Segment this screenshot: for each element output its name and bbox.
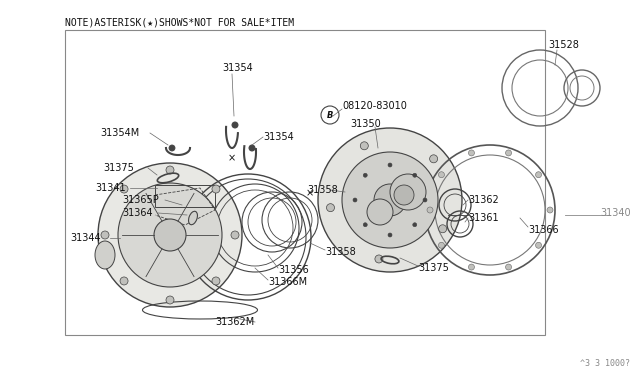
Circle shape: [166, 296, 174, 304]
Text: 31375: 31375: [103, 163, 134, 173]
Text: NOTE)ASTERISK(★)SHOWS*NOT FOR SALE*ITEM: NOTE)ASTERISK(★)SHOWS*NOT FOR SALE*ITEM: [65, 17, 294, 27]
Circle shape: [394, 185, 414, 205]
Bar: [65, 30, 545, 335]
Circle shape: [536, 242, 541, 248]
Circle shape: [321, 106, 339, 124]
Circle shape: [231, 231, 239, 239]
Text: 31344: 31344: [70, 233, 100, 243]
Text: 31364: 31364: [122, 208, 152, 218]
Circle shape: [353, 198, 357, 202]
Text: 31362: 31362: [468, 195, 499, 205]
Circle shape: [413, 173, 417, 177]
Circle shape: [468, 150, 474, 156]
Text: 31356: 31356: [278, 265, 308, 275]
Text: ×: ×: [228, 153, 236, 163]
Text: 31375: 31375: [418, 263, 449, 273]
Circle shape: [101, 231, 109, 239]
Circle shape: [388, 233, 392, 237]
Circle shape: [364, 223, 367, 227]
Text: 31365P: 31365P: [122, 195, 159, 205]
Text: ×: ×: [306, 188, 314, 198]
Circle shape: [166, 166, 174, 174]
Text: 31358: 31358: [325, 247, 356, 257]
Ellipse shape: [189, 211, 198, 225]
Circle shape: [438, 225, 447, 233]
Text: B: B: [327, 110, 333, 119]
Circle shape: [98, 163, 242, 307]
Text: 31354: 31354: [222, 63, 253, 73]
Circle shape: [326, 204, 335, 212]
Circle shape: [212, 185, 220, 193]
Circle shape: [375, 255, 383, 263]
Circle shape: [232, 122, 238, 128]
Circle shape: [249, 145, 255, 151]
Circle shape: [413, 223, 417, 227]
Circle shape: [429, 155, 438, 163]
Circle shape: [169, 145, 175, 151]
Text: 31358: 31358: [307, 185, 338, 195]
Text: 31366M: 31366M: [268, 277, 307, 287]
Text: 31354M: 31354M: [100, 128, 140, 138]
Text: 31340: 31340: [600, 208, 630, 218]
Circle shape: [367, 199, 393, 225]
Ellipse shape: [95, 241, 115, 269]
Circle shape: [360, 142, 368, 150]
Circle shape: [423, 198, 427, 202]
Text: 31354: 31354: [263, 132, 294, 142]
Circle shape: [536, 172, 541, 178]
Circle shape: [120, 277, 128, 285]
Text: 31528: 31528: [548, 40, 579, 50]
Circle shape: [468, 264, 474, 270]
Circle shape: [342, 152, 438, 248]
Bar: [155, 185, 215, 207]
Circle shape: [390, 174, 426, 210]
Circle shape: [154, 219, 186, 251]
Text: 31350: 31350: [350, 119, 381, 129]
Text: 31341: 31341: [95, 183, 125, 193]
Text: ^3 3 1000?: ^3 3 1000?: [580, 359, 630, 369]
Circle shape: [374, 184, 406, 216]
Circle shape: [506, 264, 511, 270]
Circle shape: [118, 183, 222, 287]
Text: 31366: 31366: [528, 225, 559, 235]
Circle shape: [427, 207, 433, 213]
Circle shape: [547, 207, 553, 213]
Circle shape: [506, 150, 511, 156]
Circle shape: [388, 163, 392, 167]
Circle shape: [438, 172, 444, 178]
Circle shape: [438, 242, 444, 248]
Text: 31362M: 31362M: [215, 317, 254, 327]
Text: 08120-83010: 08120-83010: [342, 101, 407, 111]
Circle shape: [318, 128, 462, 272]
Circle shape: [364, 173, 367, 177]
Circle shape: [212, 277, 220, 285]
Circle shape: [120, 185, 128, 193]
Text: 31361: 31361: [468, 213, 499, 223]
